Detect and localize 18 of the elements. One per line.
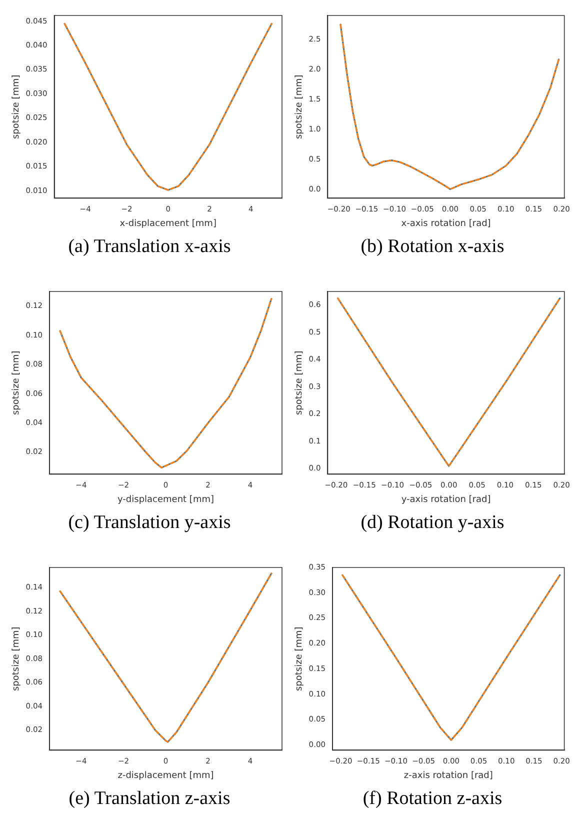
text: (f) Rotation z-axis <box>362 788 502 810</box>
text: (d) Rotation y-axis <box>360 512 504 534</box>
y-axis-title: spotsize [mm] <box>294 74 304 140</box>
y-axis-title: spotsize [mm] <box>11 74 22 140</box>
x-axis-title: x-axis rotation [rad] <box>400 218 490 229</box>
x-axis-title: y-displacement [mm] <box>117 494 214 505</box>
y-axis-title: spotsize [mm] <box>294 626 304 692</box>
y-axis-title: spotsize [mm] <box>11 626 22 692</box>
x-axis-title: y-axis rotation [rad] <box>400 494 490 505</box>
text: (c) Translation y-axis <box>68 512 231 534</box>
x-axis-title: z-axis rotation [rad] <box>403 770 492 781</box>
text: (b) Rotation x-axis <box>360 236 504 258</box>
x-axis-title: z-displacement [mm] <box>117 770 214 781</box>
y-axis-title: spotsize [mm] <box>11 350 22 416</box>
text: (a) Translation x-axis <box>68 236 231 258</box>
text: (e) Translation z-axis <box>68 788 230 810</box>
y-axis-title: spotsize [mm] <box>294 350 304 416</box>
x-axis-title: x-displacement [mm] <box>119 218 216 229</box>
